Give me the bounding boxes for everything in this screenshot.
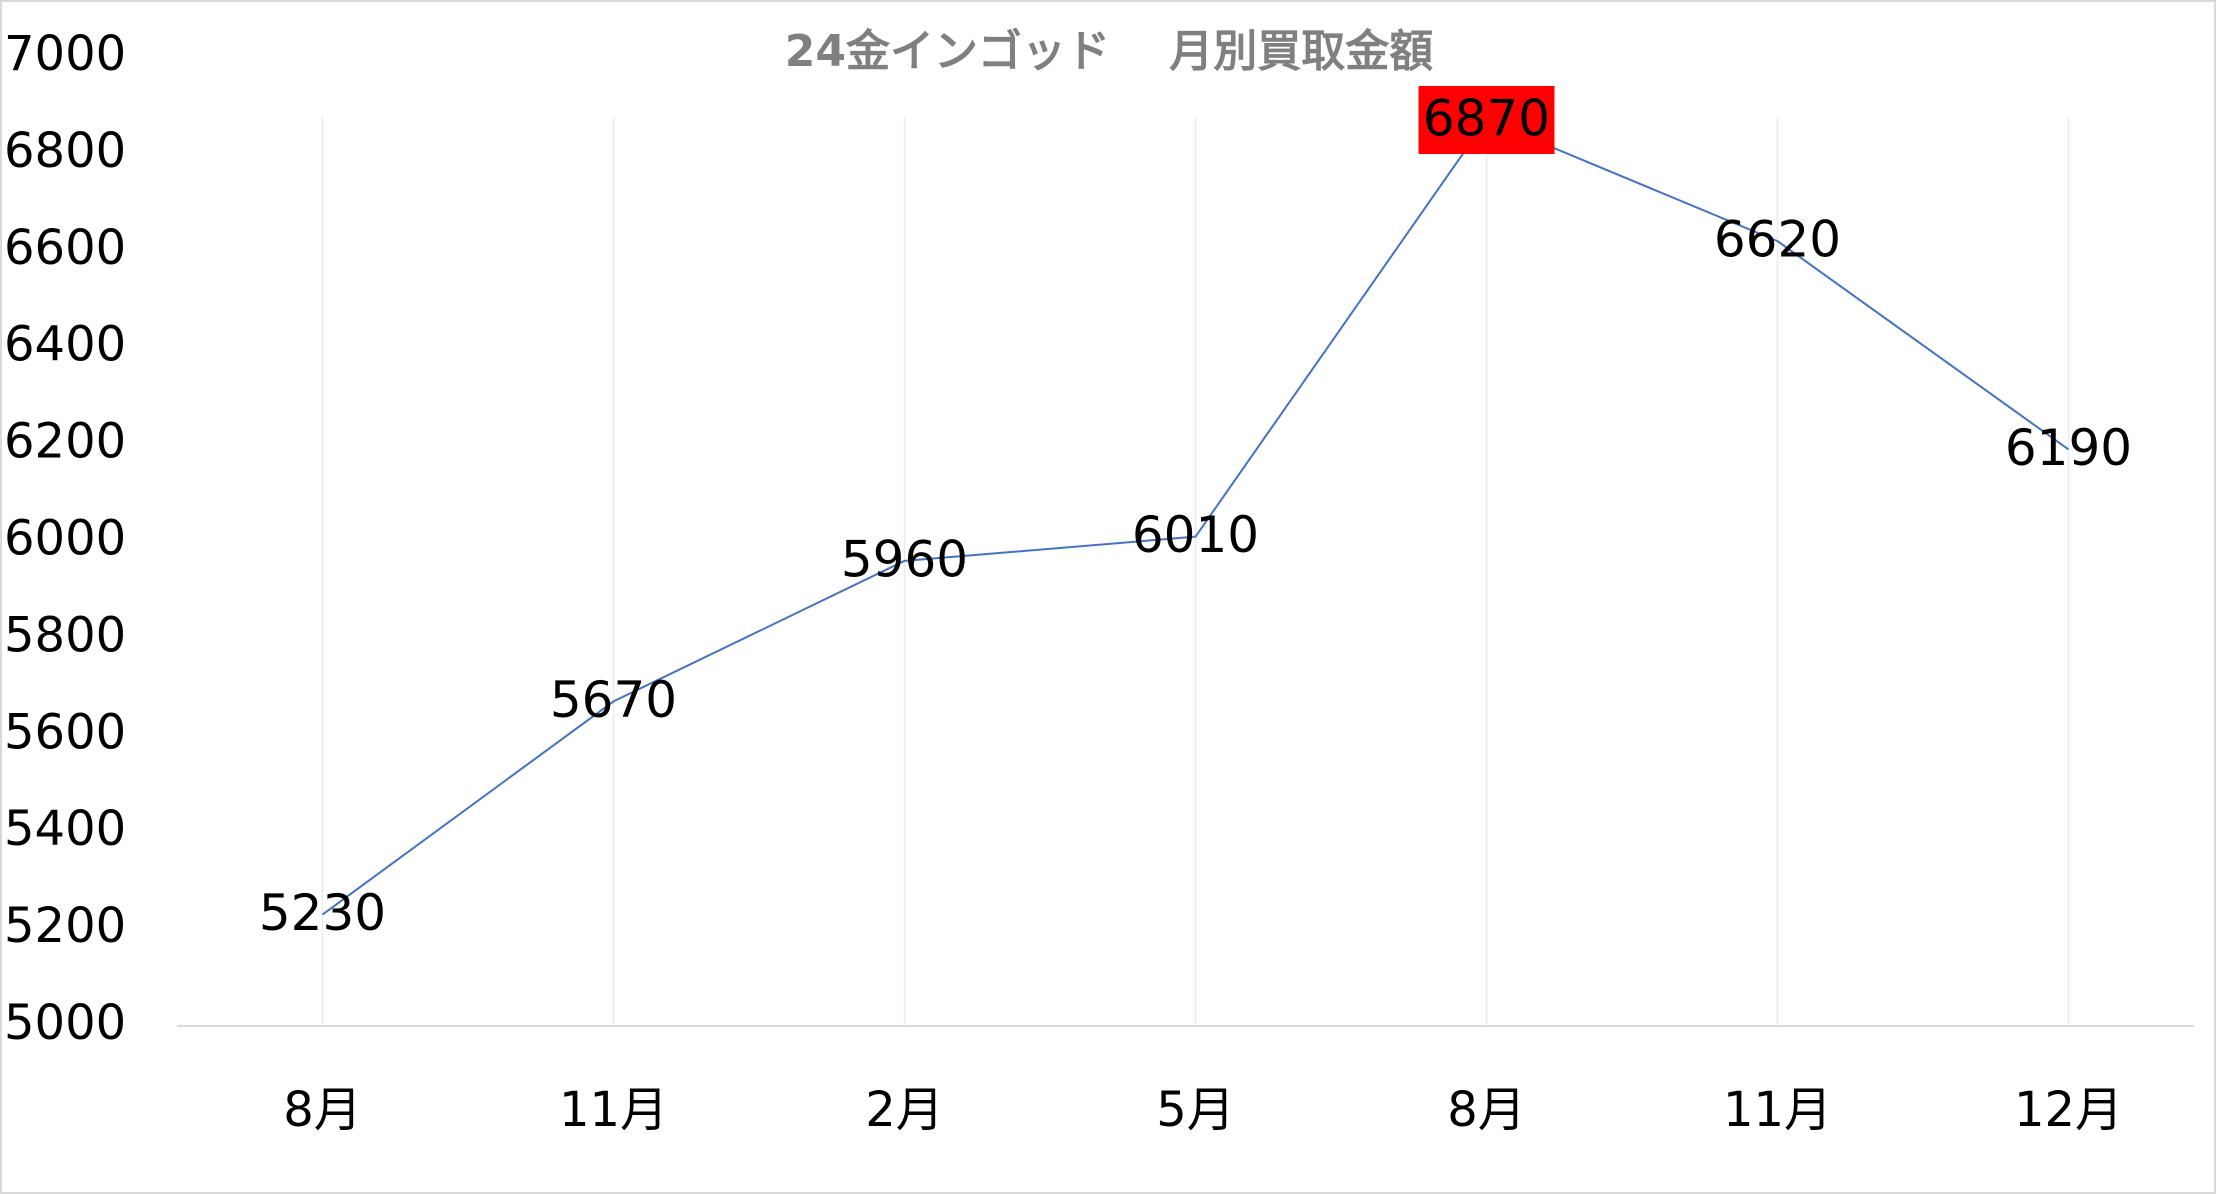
y-tick-label: 5000	[4, 995, 126, 1051]
y-tick-label: 5400	[4, 801, 126, 857]
data-label: 6870	[1423, 89, 1550, 147]
y-tick-label: 6800	[4, 123, 126, 179]
y-tick-label: 7000	[4, 26, 126, 82]
data-label: 6190	[2005, 419, 2132, 477]
y-tick-label: 5200	[4, 898, 126, 954]
y-tick-label: 6200	[4, 414, 126, 470]
y-tick-label: 5600	[4, 704, 126, 760]
data-label: 5230	[259, 884, 386, 942]
y-tick-label: 6400	[4, 317, 126, 373]
x-tick-label: 8月	[1447, 1082, 1526, 1138]
data-label: 6010	[1132, 506, 1259, 564]
x-tick-label: 11月	[559, 1082, 668, 1138]
y-tick-label: 6000	[4, 511, 126, 567]
data-label: 5960	[841, 530, 968, 588]
data-label: 6620	[1714, 211, 1841, 269]
x-tick-label: 2月	[865, 1082, 944, 1138]
x-tick-label: 12月	[2014, 1082, 2123, 1138]
x-tick-label: 5月	[1156, 1082, 1235, 1138]
chart-title: 24金インゴッド 月別買取金額	[785, 26, 1434, 77]
x-tick-label: 11月	[1723, 1082, 1832, 1138]
data-label-highlight	[1418, 85, 1555, 154]
data-label: 5670	[550, 671, 677, 729]
x-tick-label: 8月	[283, 1082, 362, 1138]
y-tick-label: 5800	[4, 607, 126, 663]
y-tick-label: 6600	[4, 220, 126, 276]
line-series	[321, 118, 2070, 916]
